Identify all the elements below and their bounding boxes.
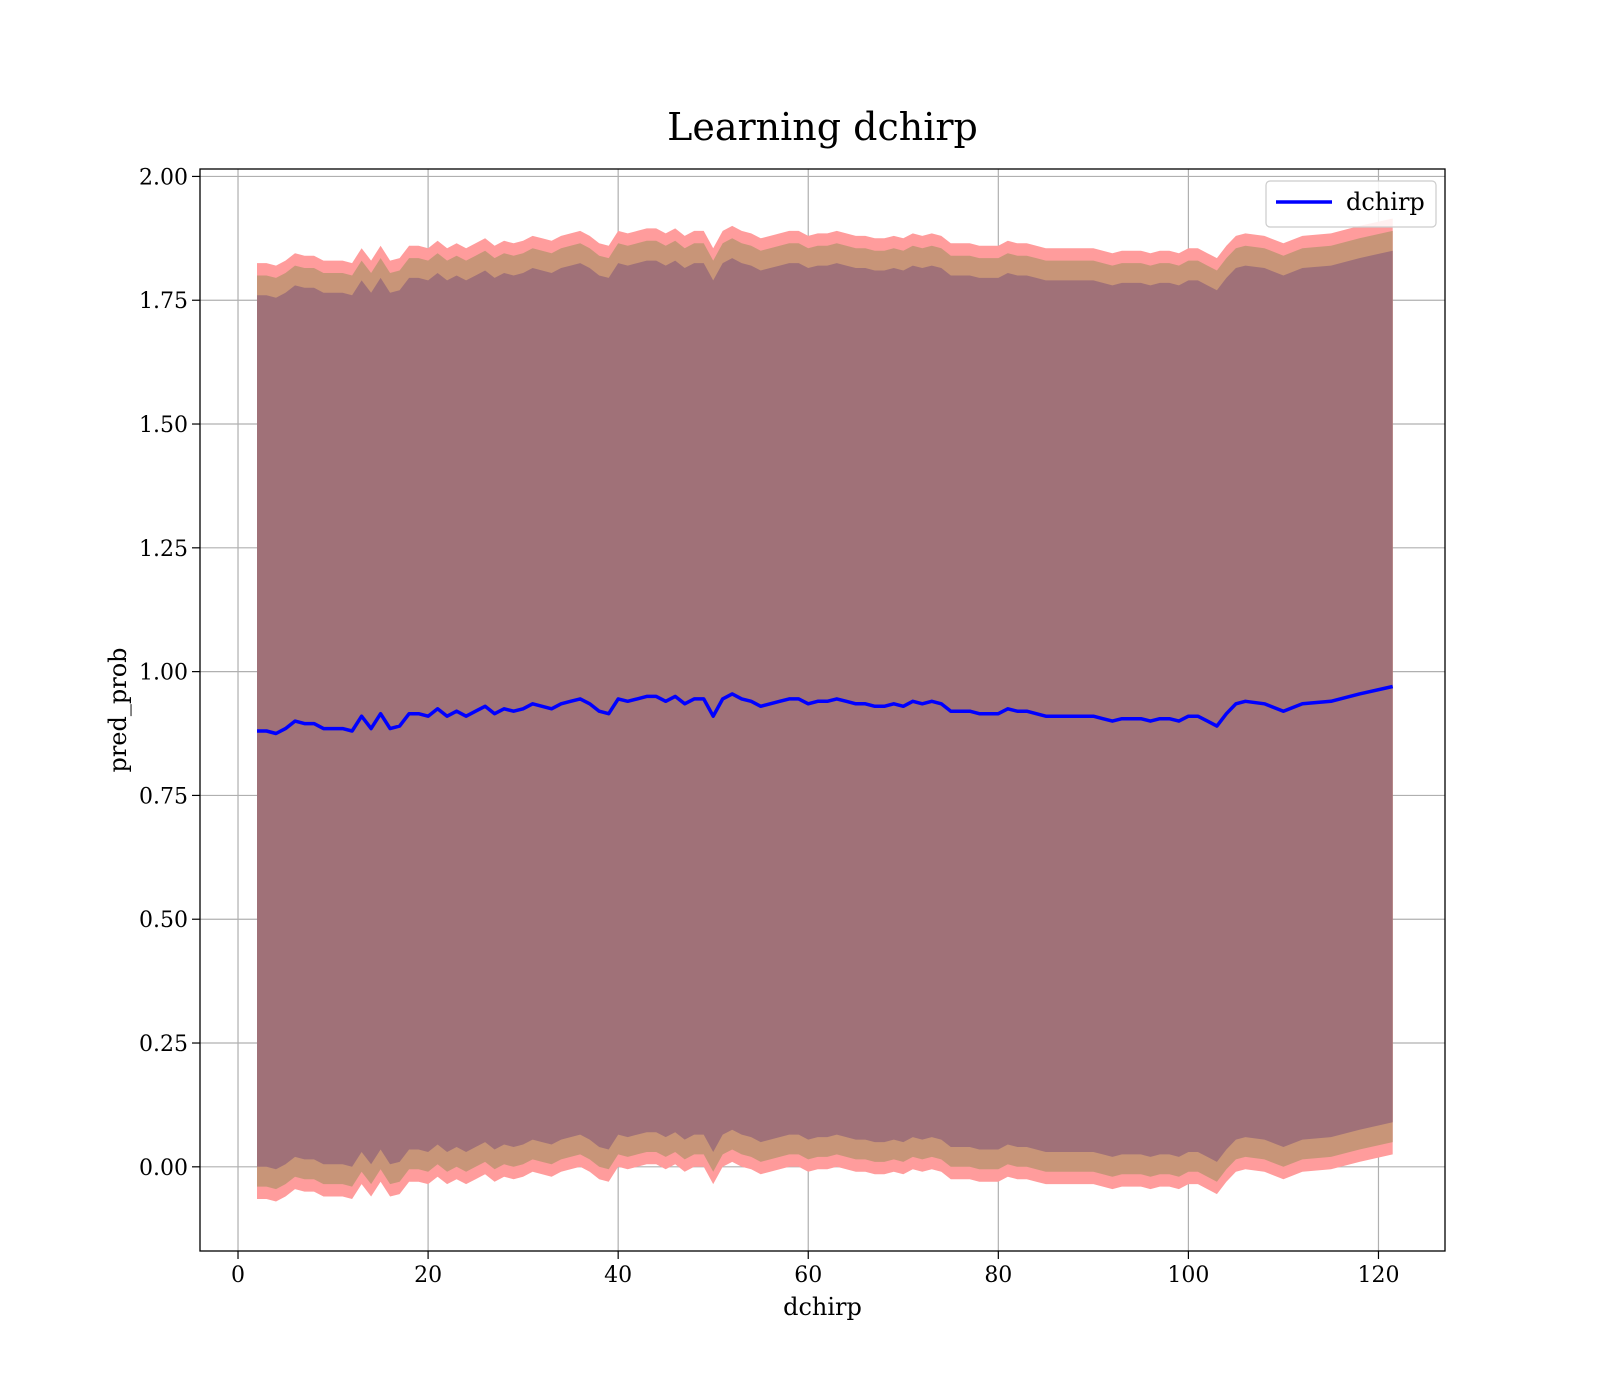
- chart-title: Learning dchirp: [667, 105, 978, 149]
- y-tick-label: 1.75: [139, 289, 188, 314]
- y-tick-label: 0.25: [139, 1032, 188, 1057]
- y-tick-label: 0.00: [139, 1156, 188, 1181]
- y-tick-label: 2.00: [139, 165, 188, 190]
- y-axis-title: pred_prob: [104, 647, 132, 772]
- x-tick-label: 20: [414, 1263, 442, 1288]
- x-tick-label: 0: [231, 1263, 245, 1288]
- y-tick-label: 0.50: [139, 908, 188, 933]
- legend-label-dchirp: dchirp: [1346, 188, 1425, 216]
- series-line-dchirp: [257, 684, 1394, 736]
- x-tick-label: 40: [604, 1263, 632, 1288]
- legend-box: [1265, 180, 1437, 228]
- plot-frame: [199, 168, 1446, 1252]
- y-tick-label: 1.25: [139, 537, 188, 562]
- x-tick-label: 80: [984, 1263, 1012, 1288]
- x-tick-label: 100: [1167, 1263, 1209, 1288]
- y-tick-label: 1.00: [139, 661, 188, 686]
- band-inner: [257, 250, 1393, 1170]
- y-tick-label: 1.50: [139, 413, 188, 438]
- x-axis-title: dchirp: [783, 1293, 862, 1321]
- series-line-layer: [257, 684, 1394, 736]
- bands: [257, 218, 1393, 1202]
- ticks: 0 20 40 60 80 100 120 0.00 0.25 0.50 0.75 1.00 1.25 1…: [139, 165, 1399, 1288]
- y-tick-label: 0.75: [139, 784, 188, 809]
- legend: dchirp: [1265, 180, 1437, 228]
- x-tick-label: 60: [794, 1263, 822, 1288]
- x-tick-label: 120: [1357, 1263, 1399, 1288]
